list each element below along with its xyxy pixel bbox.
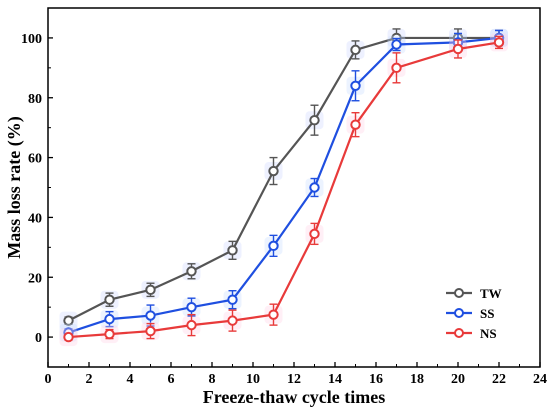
legend-item-tw: TW (446, 286, 502, 301)
data-point-ss (268, 240, 279, 252)
x-tick-label: 20 (451, 372, 465, 387)
x-tick-label: 2 (86, 372, 93, 387)
legend-label: TW (480, 286, 502, 301)
data-point-ns (452, 43, 464, 55)
y-tick-label: 40 (28, 211, 42, 226)
series-line-tw (67, 36, 499, 322)
y-tick-label: 20 (28, 271, 42, 286)
legend-item-ns: NS (446, 326, 497, 341)
data-point-ns (309, 228, 320, 240)
y-tick-label: 0 (35, 331, 42, 346)
data-point-ss (227, 294, 238, 305)
x-tick-label: 18 (410, 372, 424, 387)
x-tick-label: 16 (369, 372, 383, 387)
x-axis-title: Freeze-thaw cycle times (203, 387, 386, 407)
data-point-ss (309, 182, 320, 193)
x-tick-label: 12 (287, 372, 301, 387)
y-tick-label: 60 (28, 152, 42, 167)
data-point-ns (186, 319, 197, 331)
data-point-ns (493, 37, 505, 48)
data-point-ss (145, 310, 156, 321)
data-point-ss (391, 39, 402, 50)
data-point-tw (268, 165, 279, 177)
data-point-ns (268, 309, 279, 320)
x-tick-label: 24 (533, 372, 547, 387)
y-tick-label: 100 (21, 32, 42, 47)
legend-label: NS (480, 326, 497, 341)
x-tick-label: 4 (127, 372, 134, 387)
data-point-ns (391, 62, 402, 74)
y-axis-title: Mass loss rate (%) (4, 116, 25, 258)
data-point-tw (145, 284, 156, 296)
x-tick-label: 14 (328, 372, 342, 387)
legend-label: SS (480, 306, 494, 321)
data-point-tw (227, 245, 238, 256)
x-tick-label: 0 (45, 372, 52, 387)
data-point-tw (350, 44, 361, 56)
data-point-ss (104, 313, 115, 325)
data-point-tw (309, 114, 320, 126)
x-tick-label: 22 (492, 372, 506, 387)
data-point-ns (104, 328, 115, 340)
legend-item-ss: SS (446, 306, 494, 321)
legend-swatch-marker (454, 308, 464, 318)
y-tick-label: 80 (28, 92, 42, 107)
legend-swatch-marker (454, 328, 464, 338)
data-point-ns (63, 331, 74, 343)
data-point-ss (186, 301, 197, 313)
data-point-ns (145, 325, 156, 337)
series-line-ss (68, 36, 500, 334)
data-point-ns (227, 315, 238, 326)
x-tick-label: 10 (246, 372, 260, 387)
data-point-tw (186, 266, 197, 277)
data-point-ss (350, 80, 361, 91)
x-tick-label: 8 (209, 372, 216, 387)
data-point-tw (104, 294, 115, 305)
data-point-ns (350, 119, 361, 130)
legend-swatch-marker (454, 288, 464, 298)
x-tick-label: 6 (168, 372, 175, 387)
data-point-tw (63, 315, 74, 326)
